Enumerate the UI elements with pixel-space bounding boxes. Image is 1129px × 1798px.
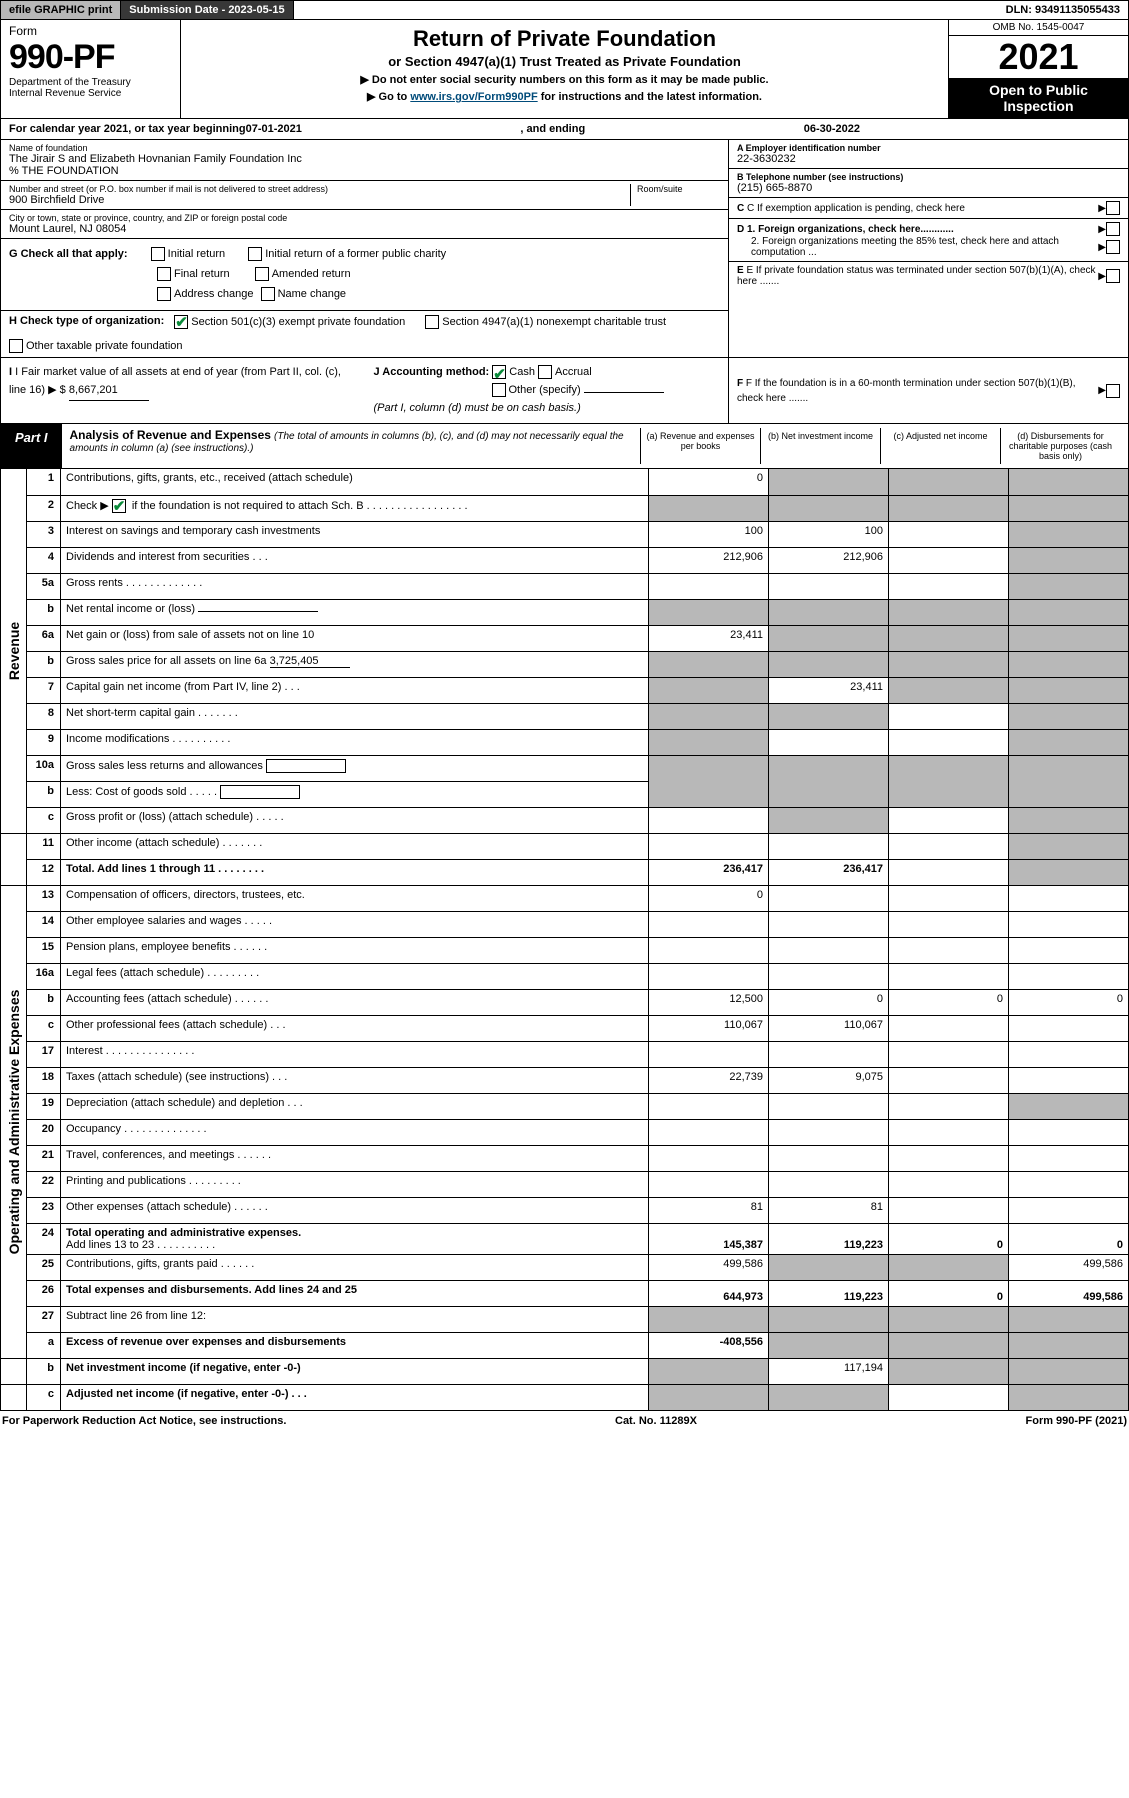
paperwork-notice: For Paperwork Reduction Act Notice, see … [2,1415,286,1427]
form-subtitle: or Section 4947(a)(1) Trust Treated as P… [187,54,942,69]
address-cell: Number and street (or P.O. box number if… [1,181,728,210]
other-method-checkbox[interactable] [492,383,506,397]
cat-no: Cat. No. 11289X [615,1415,697,1427]
section-d: D 1. Foreign organizations, check here..… [729,219,1128,262]
col-b-header: (b) Net investment income [760,428,880,464]
top-bar: efile GRAPHIC print Submission Date - 20… [0,0,1129,20]
city-cell: City or town, state or province, country… [1,210,728,239]
entity-info-block: Name of foundation The Jirair S and Eliz… [0,140,1129,358]
final-return-checkbox[interactable] [157,267,171,281]
terminated-checkbox[interactable] [1106,269,1120,283]
ssn-note: ▶ Do not enter social security numbers o… [187,73,942,86]
calendar-year-row: For calendar year 2021, or tax year begi… [0,119,1129,140]
initial-public-checkbox[interactable] [248,247,262,261]
tax-year: 2021 [949,36,1128,78]
part1-tab: Part I [1,424,62,468]
foreign-85-checkbox[interactable] [1106,240,1120,254]
exemption-checkbox[interactable] [1106,201,1120,215]
other-taxable-checkbox[interactable] [9,339,23,353]
name-change-checkbox[interactable] [261,287,275,301]
section-c: C C If exemption application is pending,… [729,198,1128,219]
part1-table: Revenue 1Contributions, gifts, grants, e… [0,469,1129,1411]
col-a-header: (a) Revenue and expenses per books [640,428,760,464]
efile-print-button[interactable]: efile GRAPHIC print [1,1,121,19]
submission-date: Submission Date - 2023-05-15 [121,1,293,19]
form-number: 990-PF [9,38,172,77]
initial-return-checkbox[interactable] [151,247,165,261]
sch-b-checkbox[interactable] [112,499,126,513]
section-g: G Check all that apply: Initial return I… [1,239,728,310]
60month-checkbox[interactable] [1106,384,1120,398]
form-label: Form [9,24,172,38]
accrual-checkbox[interactable] [538,365,552,379]
phone-cell: B Telephone number (see instructions) (2… [729,169,1128,198]
page-footer: For Paperwork Reduction Act Notice, see … [0,1411,1129,1431]
expenses-side-label: Operating and Administrative Expenses [6,989,22,1254]
foreign-org-checkbox[interactable] [1106,222,1120,236]
irs-label: Internal Revenue Service [9,88,172,99]
form-header: Form 990-PF Department of the Treasury I… [0,20,1129,119]
col-d-header: (d) Disbursements for charitable purpose… [1000,428,1120,464]
address-change-checkbox[interactable] [157,287,171,301]
link-note: ▶ Go to www.irs.gov/Form990PF for instru… [187,90,942,103]
revenue-side-label: Revenue [6,622,22,680]
omb-number: OMB No. 1545-0047 [949,20,1128,36]
col-c-header: (c) Adjusted net income [880,428,1000,464]
dept-label: Department of the Treasury [9,77,172,88]
cash-checkbox[interactable] [492,365,506,379]
dln-label: DLN: 93491135055433 [998,1,1128,19]
amended-return-checkbox[interactable] [255,267,269,281]
column-headers: (a) Revenue and expenses per books (b) N… [640,428,1120,464]
form-title: Return of Private Foundation [187,26,942,52]
instructions-link[interactable]: www.irs.gov/Form990PF [410,91,537,103]
4947a1-checkbox[interactable] [425,315,439,329]
ein-cell: A Employer identification number 22-3630… [729,140,1128,169]
form-ref: Form 990-PF (2021) [1026,1415,1127,1427]
name-cell: Name of foundation The Jirair S and Eliz… [1,140,728,181]
501c3-checkbox[interactable] [174,315,188,329]
hijk-block: I I Fair market value of all assets at e… [0,358,1129,424]
open-to-public: Open to Public Inspection [949,78,1128,118]
section-e: E E If private foundation status was ter… [729,262,1128,290]
section-h: H Check type of organization: Section 50… [1,310,728,357]
part1-header: Part I Analysis of Revenue and Expenses … [0,424,1129,469]
